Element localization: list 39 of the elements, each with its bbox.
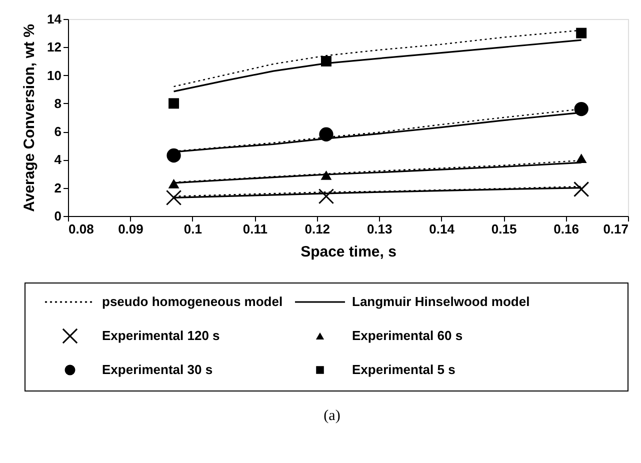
x-tick-label: 0.1 [184,222,202,236]
point [166,190,182,206]
point [574,102,588,116]
y-tick-label: 10 [47,68,62,83]
legend-label: pseudo homogeneous model [102,294,283,309]
x-axis-title: Space time, s [300,244,396,260]
x-tick-label: 0.11 [242,222,268,236]
point [318,188,334,204]
x-tick-label: 0.09 [118,222,144,236]
point [576,28,587,38]
point [319,127,334,142]
y-tick-label: 12 [47,40,62,55]
x-tick-label: 0.17 [603,222,628,236]
point [320,170,332,180]
x-tick-label: 0.13 [366,222,392,236]
legend-label: Experimental 5 s [352,362,456,377]
y-tick-label: 4 [54,152,62,168]
legend-label: Experimental 120 s [102,328,220,343]
legend-label: Experimental 60 s [352,328,463,343]
legend-label: Experimental 30 s [102,362,213,377]
point [168,98,180,109]
x-tick-label: 0.14 [429,222,456,236]
y-tick-label: 2 [54,180,62,196]
point [320,56,332,66]
y-tick-label: 0 [54,208,62,224]
point [574,181,590,198]
y-tick-label: 8 [54,96,62,111]
point [168,178,180,188]
legend-label: Langmuir Hinselwood model [352,294,530,309]
point [166,148,181,163]
y-axis-title: Average Conversion, wt % [21,24,38,212]
point [576,154,587,164]
x-tick-label: 0.15 [491,222,517,236]
x-tick-label: 0.12 [304,222,330,236]
text: (a) [324,408,340,424]
y-tick-label: 14 [47,12,62,26]
x-tick-label: 0.08 [68,222,94,236]
x-tick-label: 0.16 [554,222,579,236]
y-tick-label: 6 [54,124,62,140]
